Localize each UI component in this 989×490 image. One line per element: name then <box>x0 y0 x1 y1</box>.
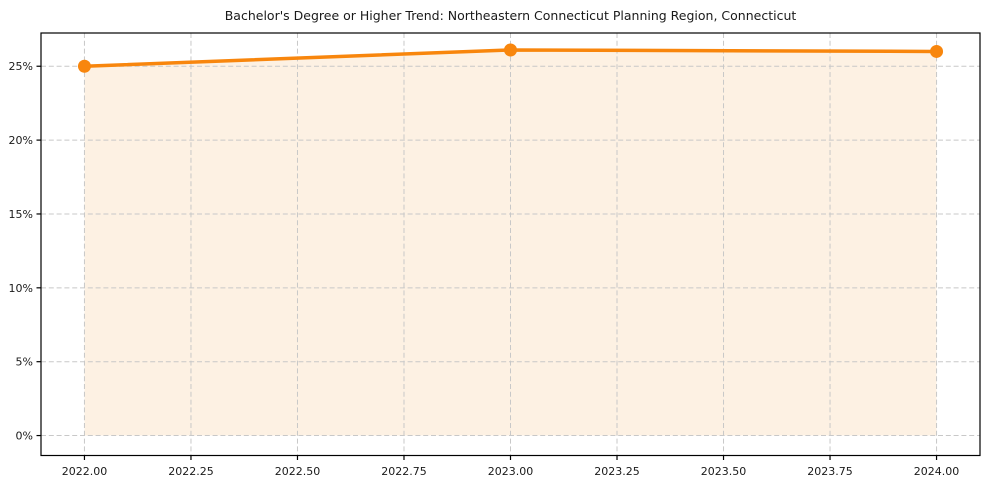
x-tick-label: 2022.75 <box>381 465 427 478</box>
x-tick-label: 2023.50 <box>701 465 747 478</box>
x-tick-label: 2023.00 <box>488 465 534 478</box>
chart-title: Bachelor's Degree or Higher Trend: North… <box>224 8 797 23</box>
x-tick-label: 2023.75 <box>807 465 853 478</box>
data-point-marker <box>930 44 944 58</box>
x-tick-label: 2022.25 <box>168 465 214 478</box>
x-tick-label: 2024.00 <box>914 465 960 478</box>
x-tick-label: 2023.25 <box>594 465 640 478</box>
data-point-marker <box>77 59 91 73</box>
x-tick-label: 2022.00 <box>62 465 108 478</box>
data-point-marker <box>504 43 517 57</box>
y-tick-label: 25% <box>9 60 33 73</box>
y-tick-label: 10% <box>9 282 33 295</box>
y-tick-label: 5% <box>16 356 33 369</box>
x-tick-label: 2022.50 <box>275 465 321 478</box>
y-tick-label: 15% <box>9 208 33 221</box>
gridlines <box>41 33 980 456</box>
tick-marks <box>36 65 938 460</box>
y-tick-label: 20% <box>9 134 33 147</box>
y-tick-label: 0% <box>16 430 33 443</box>
